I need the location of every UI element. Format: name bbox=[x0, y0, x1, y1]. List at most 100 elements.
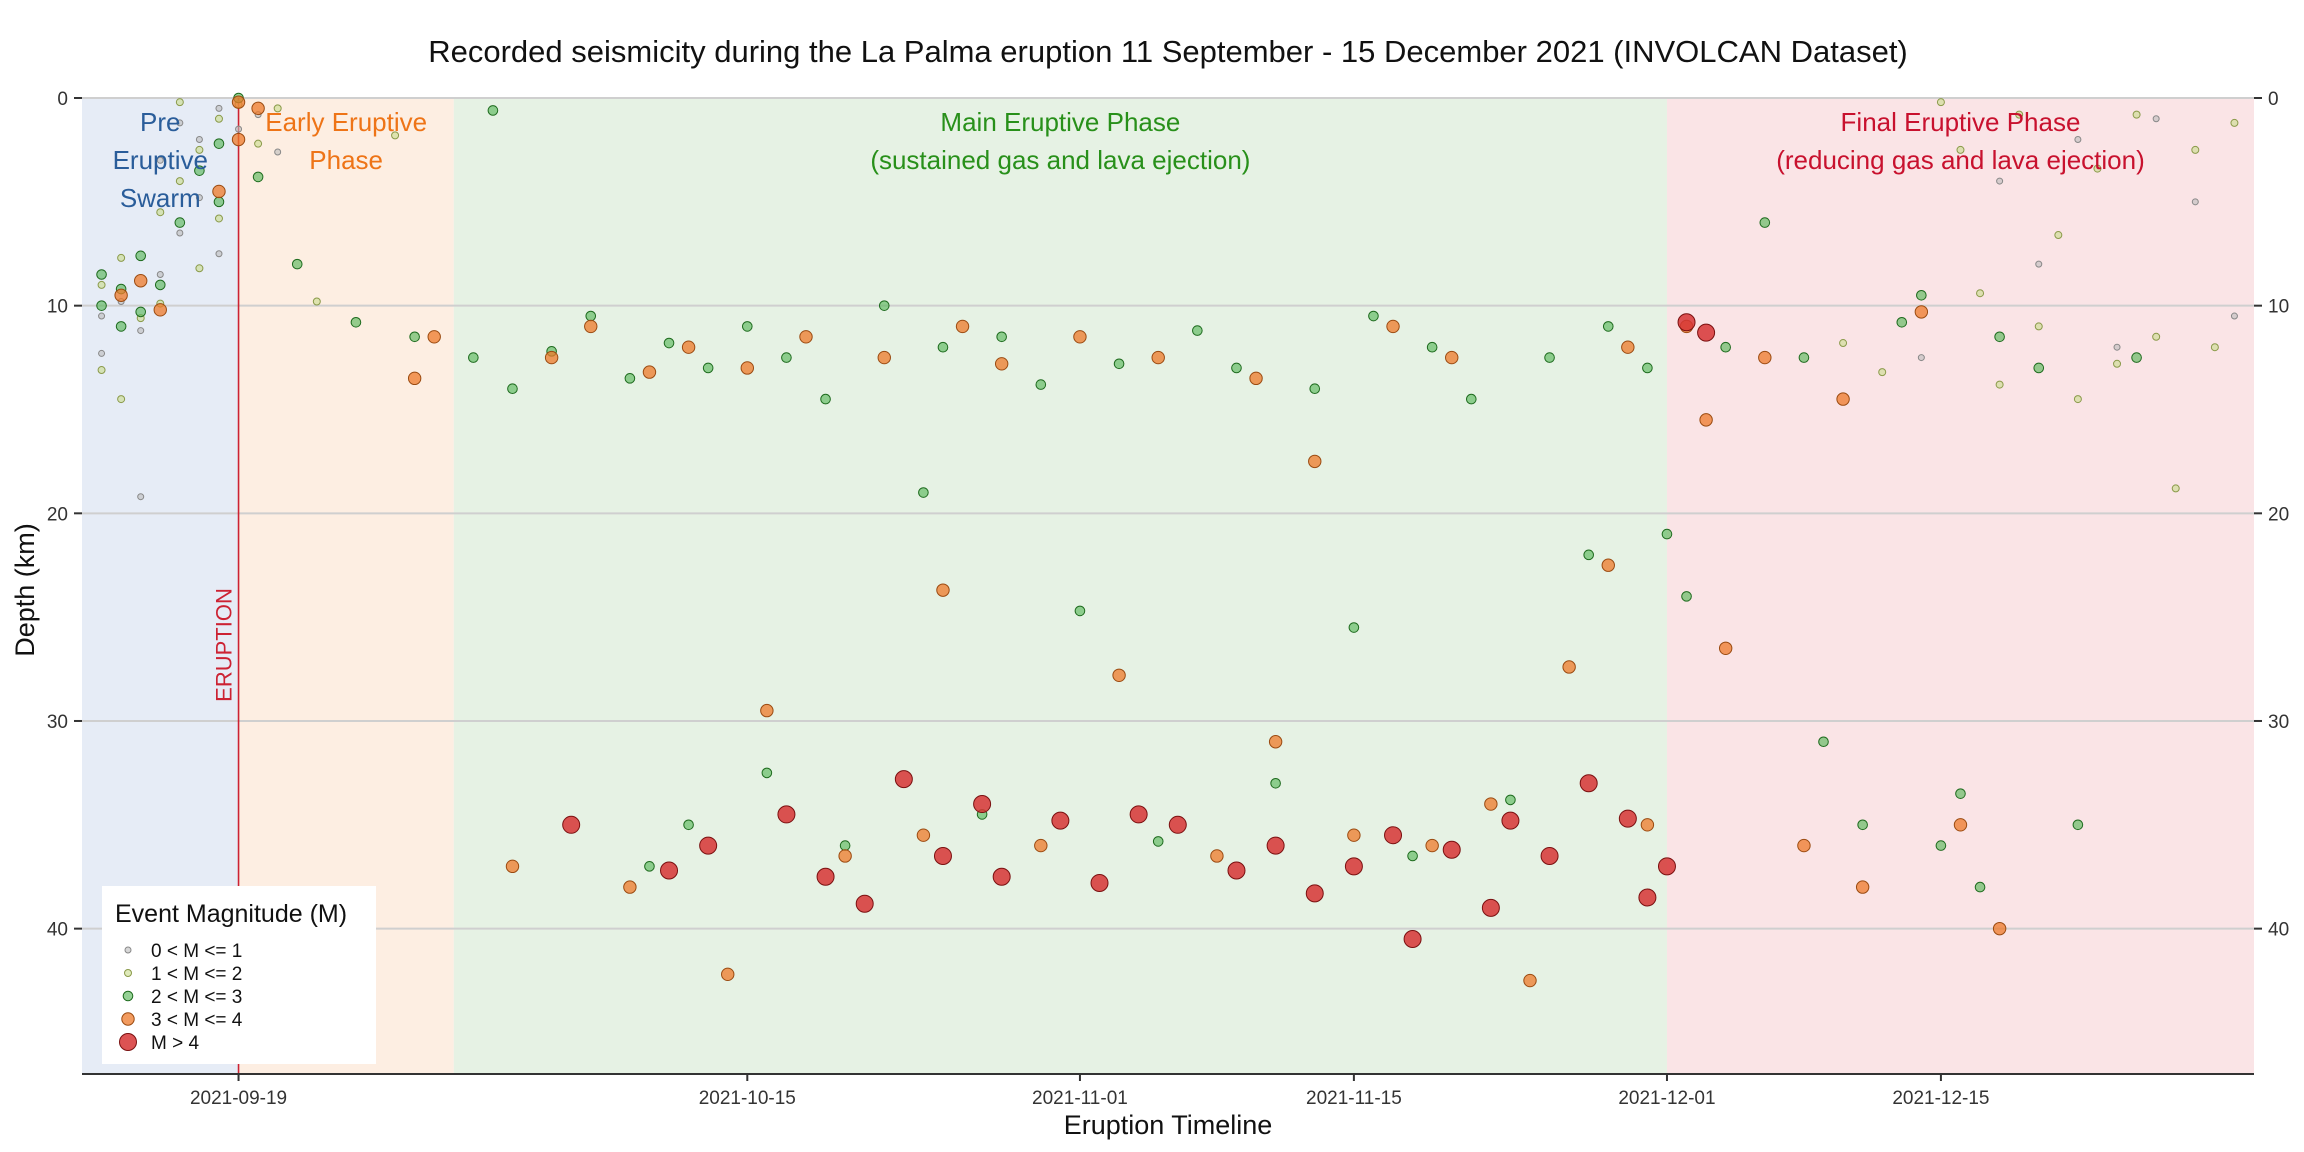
data-point bbox=[1836, 392, 1850, 406]
data-point bbox=[1305, 884, 1324, 903]
legend-box bbox=[102, 886, 376, 1064]
data-point bbox=[681, 340, 696, 354]
data-point bbox=[1758, 350, 1772, 365]
data-point bbox=[195, 194, 203, 202]
data-point bbox=[195, 145, 204, 154]
data-point bbox=[96, 300, 107, 311]
data-point bbox=[699, 836, 718, 855]
data-point bbox=[894, 770, 913, 789]
data-point bbox=[1484, 797, 1498, 811]
legend-item-label: 3 < M <= 4 bbox=[151, 1010, 243, 1031]
phase-label-pre: Swarm bbox=[120, 183, 201, 213]
data-point bbox=[1113, 358, 1125, 370]
phase-label-final: (reducing gas and lava ejection) bbox=[1776, 145, 2145, 175]
data-point bbox=[235, 125, 243, 133]
data-point bbox=[1192, 325, 1203, 336]
data-point bbox=[1348, 622, 1360, 633]
axes: 2021-09-19 2021-10-15 2021-11-01 2021-11-15… bbox=[47, 89, 2289, 1109]
data-point bbox=[1718, 641, 1733, 655]
data-point bbox=[135, 250, 147, 262]
data-point bbox=[2191, 198, 2199, 206]
data-point bbox=[1699, 413, 1713, 427]
x-tick-label: 2021-11-15 bbox=[1306, 1088, 1402, 1109]
data-point bbox=[1992, 921, 2007, 936]
data-point bbox=[1621, 340, 1635, 354]
x-axis-label: Eruption Timeline bbox=[1064, 1110, 1273, 1140]
data-point bbox=[1914, 305, 1929, 319]
data-point bbox=[1309, 383, 1321, 395]
y-tick-label-right: 20 bbox=[2268, 504, 2289, 525]
y-tick-label-left: 20 bbox=[47, 504, 68, 525]
legend-title: Event Magnitude (M) bbox=[115, 900, 347, 928]
data-point bbox=[1210, 849, 1224, 863]
data-point bbox=[252, 171, 264, 183]
legend-swatch bbox=[119, 1033, 137, 1051]
data-point bbox=[1955, 788, 1966, 799]
data-point bbox=[918, 487, 929, 498]
data-point bbox=[156, 156, 164, 164]
data-point bbox=[156, 208, 165, 217]
data-point bbox=[1425, 838, 1439, 853]
data-point bbox=[2152, 332, 2161, 341]
data-point bbox=[1916, 289, 1927, 301]
data-point bbox=[1129, 805, 1148, 824]
data-point bbox=[1956, 145, 1965, 154]
data-point bbox=[137, 327, 145, 335]
data-point bbox=[1151, 350, 1165, 365]
data-point bbox=[194, 165, 205, 176]
data-point bbox=[2074, 136, 2082, 144]
data-point bbox=[195, 264, 204, 273]
data-point bbox=[174, 217, 186, 228]
data-point bbox=[1697, 323, 1716, 342]
data-point bbox=[1974, 881, 1986, 893]
data-point bbox=[176, 229, 184, 237]
data-point bbox=[214, 214, 223, 223]
y-tick-label-right: 10 bbox=[2268, 297, 2289, 318]
data-point bbox=[1878, 368, 1887, 377]
data-point bbox=[1266, 836, 1285, 855]
legend: Event Magnitude (M) 0 < M <= 11 < M <= 22… bbox=[102, 886, 376, 1064]
data-point bbox=[721, 967, 735, 982]
data-point bbox=[1308, 454, 1322, 469]
y-tick-label-right: 0 bbox=[2268, 89, 2279, 110]
data-point bbox=[1227, 861, 1246, 880]
data-point bbox=[585, 310, 597, 322]
data-point bbox=[838, 849, 852, 863]
legend-swatch bbox=[121, 1012, 135, 1026]
chart-title: Recorded seismicity during the La Palma … bbox=[428, 34, 1908, 69]
data-point bbox=[1657, 857, 1676, 876]
data-point bbox=[702, 362, 714, 374]
data-point bbox=[1344, 857, 1363, 876]
y-axis-label: Depth (km) bbox=[10, 523, 40, 657]
y-tick-label-right: 30 bbox=[2268, 712, 2289, 733]
phase-label-main: Main Eruptive Phase bbox=[940, 107, 1180, 137]
data-point bbox=[1640, 818, 1655, 832]
data-point bbox=[1270, 777, 1281, 789]
data-point bbox=[1384, 826, 1403, 845]
data-point bbox=[1994, 331, 2005, 343]
data-point bbox=[1112, 668, 1126, 682]
data-point bbox=[117, 395, 126, 404]
data-point bbox=[741, 321, 753, 332]
data-point bbox=[1403, 930, 1422, 949]
phase-bands bbox=[82, 98, 2254, 1074]
data-point bbox=[1465, 393, 1477, 405]
x-tick-label: 2021-09-19 bbox=[190, 1088, 287, 1109]
phase-label-main: (sustained gas and lava ejection) bbox=[870, 145, 1250, 175]
y-tick-label-left: 30 bbox=[47, 712, 68, 733]
phase-label-early: Phase bbox=[309, 145, 383, 175]
data-point bbox=[96, 269, 107, 280]
data-point bbox=[1638, 888, 1657, 907]
phase-label-pre: Eruptive bbox=[113, 145, 208, 175]
data-point bbox=[1661, 528, 1673, 540]
data-point bbox=[2113, 343, 2121, 351]
data-point bbox=[1642, 362, 1653, 374]
legend-swatch bbox=[124, 969, 132, 977]
data-point bbox=[1407, 850, 1418, 862]
data-point bbox=[176, 119, 184, 127]
x-tick-label: 2021-12-15 bbox=[1892, 1088, 1989, 1109]
data-point bbox=[1602, 321, 1614, 332]
data-point bbox=[936, 583, 950, 597]
data-point bbox=[2093, 164, 2102, 173]
data-point bbox=[1505, 794, 1516, 806]
